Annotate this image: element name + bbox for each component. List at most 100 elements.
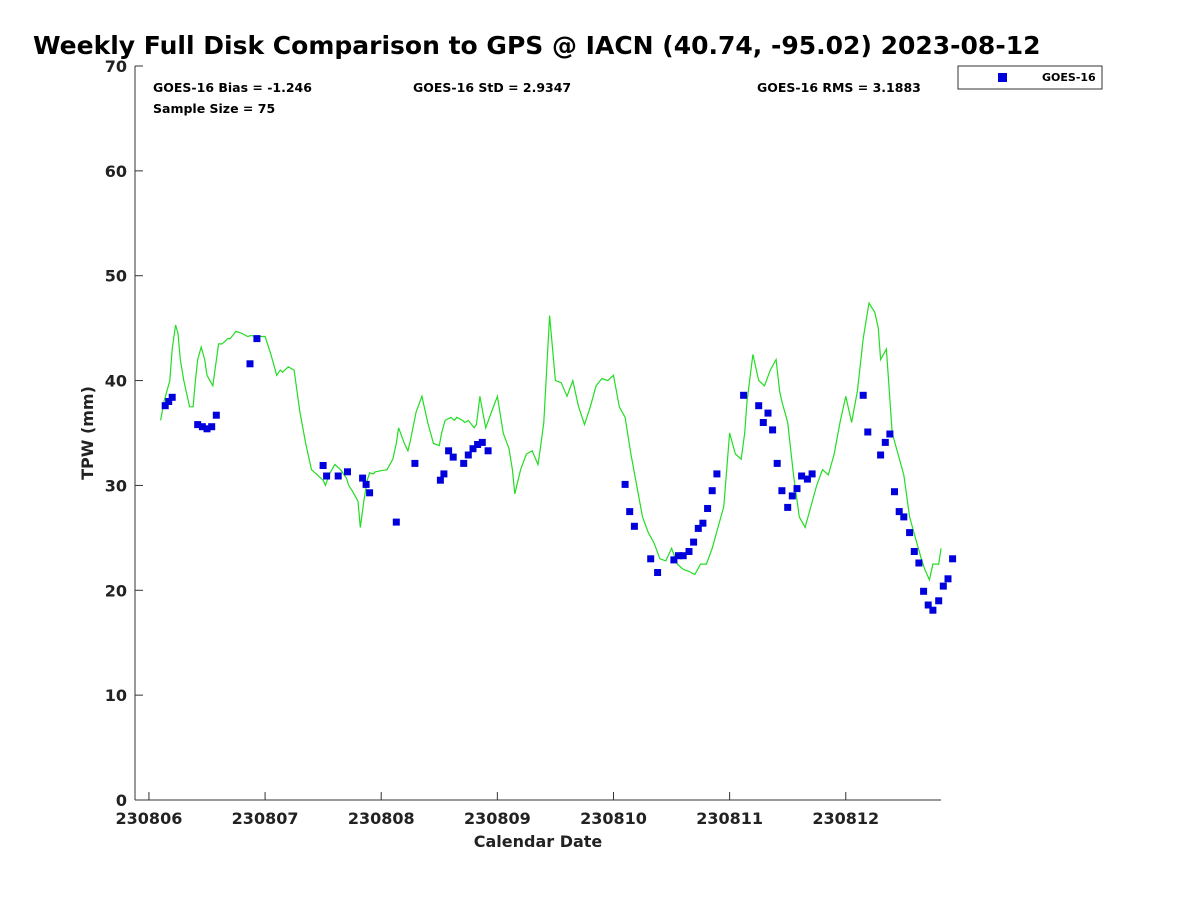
goes16-point bbox=[161, 402, 169, 410]
goes16-point bbox=[366, 489, 374, 497]
goes16-point bbox=[895, 508, 903, 516]
goes16-point bbox=[246, 360, 254, 368]
goes16-point bbox=[685, 548, 693, 555]
goes16-point bbox=[323, 472, 331, 480]
std-stat: GOES-16 StD = 2.9347 bbox=[413, 80, 571, 95]
goes16-point bbox=[253, 335, 261, 343]
goes16-point bbox=[859, 391, 867, 399]
goes16-point bbox=[881, 438, 889, 446]
goes16-point bbox=[436, 476, 444, 484]
goes16-point bbox=[679, 552, 687, 560]
goes16-point bbox=[460, 459, 468, 467]
goes16-point bbox=[469, 445, 477, 453]
gps-series bbox=[160, 301, 942, 582]
x-tick-label: 230812 bbox=[812, 809, 879, 828]
goes16-point bbox=[891, 488, 898, 496]
goes16-point bbox=[411, 459, 419, 467]
y-tick-label: 30 bbox=[105, 476, 127, 495]
goes16-point bbox=[165, 398, 173, 405]
goes16-point bbox=[900, 513, 908, 521]
goes16-point bbox=[474, 441, 482, 448]
y-tick-label: 50 bbox=[105, 267, 127, 286]
goes16-point bbox=[626, 508, 634, 516]
goes16-point bbox=[949, 555, 957, 563]
goes16-point bbox=[362, 480, 370, 488]
goes16-point bbox=[334, 472, 342, 480]
goes16-point bbox=[449, 453, 457, 461]
goes16-point bbox=[690, 538, 698, 546]
legend-label: GOES-16 bbox=[1042, 71, 1096, 84]
goes16-point bbox=[675, 552, 682, 560]
goes16-point bbox=[886, 430, 894, 438]
sample-size-stat: Sample Size = 75 bbox=[153, 101, 275, 116]
goes16-point bbox=[944, 575, 952, 583]
goes16-point bbox=[769, 426, 777, 434]
goes16-point bbox=[484, 447, 492, 455]
goes16-point bbox=[704, 505, 712, 512]
plot-axes bbox=[134, 66, 941, 801]
goes16-point bbox=[778, 487, 786, 495]
goes16-point bbox=[208, 423, 216, 431]
chart-title: Weekly Full Disk Comparison to GPS @ IAC… bbox=[33, 31, 1041, 60]
goes16-point bbox=[621, 480, 629, 488]
goes16-point bbox=[798, 472, 806, 480]
goes16-point bbox=[344, 468, 351, 476]
x-tick-label: 230811 bbox=[696, 809, 763, 828]
goes16-point bbox=[773, 459, 781, 467]
goes16-point bbox=[759, 419, 767, 426]
goes16-point bbox=[445, 447, 453, 455]
x-axis-ticks: 230806 230807 230808 230809 230810 230811 2308… bbox=[116, 792, 879, 828]
legend-marker bbox=[998, 73, 1007, 82]
goes16-point bbox=[694, 524, 702, 532]
goes16-point bbox=[713, 470, 721, 478]
goes16-series bbox=[161, 335, 957, 614]
goes16-point bbox=[319, 462, 327, 469]
goes16-point bbox=[464, 451, 472, 459]
y-tick-label: 60 bbox=[105, 162, 127, 181]
goes16-point bbox=[708, 487, 716, 495]
goes16-point bbox=[194, 421, 202, 429]
y-tick-label: 20 bbox=[105, 581, 127, 600]
x-tick-label: 230809 bbox=[464, 809, 531, 828]
x-tick-label: 230808 bbox=[348, 809, 415, 828]
goes16-point bbox=[670, 556, 678, 564]
x-tick-label: 230806 bbox=[116, 809, 183, 828]
goes16-point bbox=[808, 470, 816, 478]
y-axis-label: TPW (mm) bbox=[78, 386, 97, 480]
goes16-point bbox=[740, 391, 748, 399]
goes16-point bbox=[203, 425, 211, 433]
goes16-point bbox=[212, 411, 220, 419]
goes16-point bbox=[915, 559, 923, 567]
y-tick-label: 0 bbox=[116, 791, 127, 810]
goes16-point bbox=[478, 438, 486, 446]
goes16-point bbox=[910, 548, 918, 555]
goes16-point bbox=[788, 492, 796, 500]
x-tick-label: 230810 bbox=[580, 809, 647, 828]
goes16-point bbox=[630, 522, 638, 530]
goes16-point bbox=[764, 409, 772, 417]
goes16-point bbox=[935, 597, 943, 605]
goes16-point bbox=[793, 485, 801, 493]
goes16-point bbox=[929, 606, 937, 614]
gps-line bbox=[160, 301, 942, 582]
goes16-point bbox=[784, 503, 792, 511]
goes16-point bbox=[699, 519, 707, 527]
goes16-point bbox=[198, 423, 206, 431]
y-tick-label: 40 bbox=[105, 372, 127, 391]
goes16-point bbox=[803, 475, 811, 483]
goes16-point bbox=[877, 451, 885, 459]
goes16-point bbox=[654, 569, 662, 576]
bias-stat: GOES-16 Bias = -1.246 bbox=[153, 80, 312, 95]
goes16-point bbox=[920, 587, 928, 595]
goes16-point bbox=[755, 402, 763, 410]
goes16-point bbox=[864, 428, 872, 436]
goes16-point bbox=[939, 582, 947, 590]
goes16-point bbox=[440, 470, 448, 478]
rms-stat: GOES-16 RMS = 3.1883 bbox=[757, 80, 921, 95]
goes16-point bbox=[924, 601, 932, 609]
legend: GOES-16 bbox=[957, 65, 1103, 90]
goes16-point bbox=[359, 474, 367, 482]
y-tick-label: 10 bbox=[105, 686, 127, 705]
y-axis-ticks: 0 10 20 30 40 50 60 70 bbox=[105, 57, 143, 810]
legend-box bbox=[957, 65, 1103, 90]
